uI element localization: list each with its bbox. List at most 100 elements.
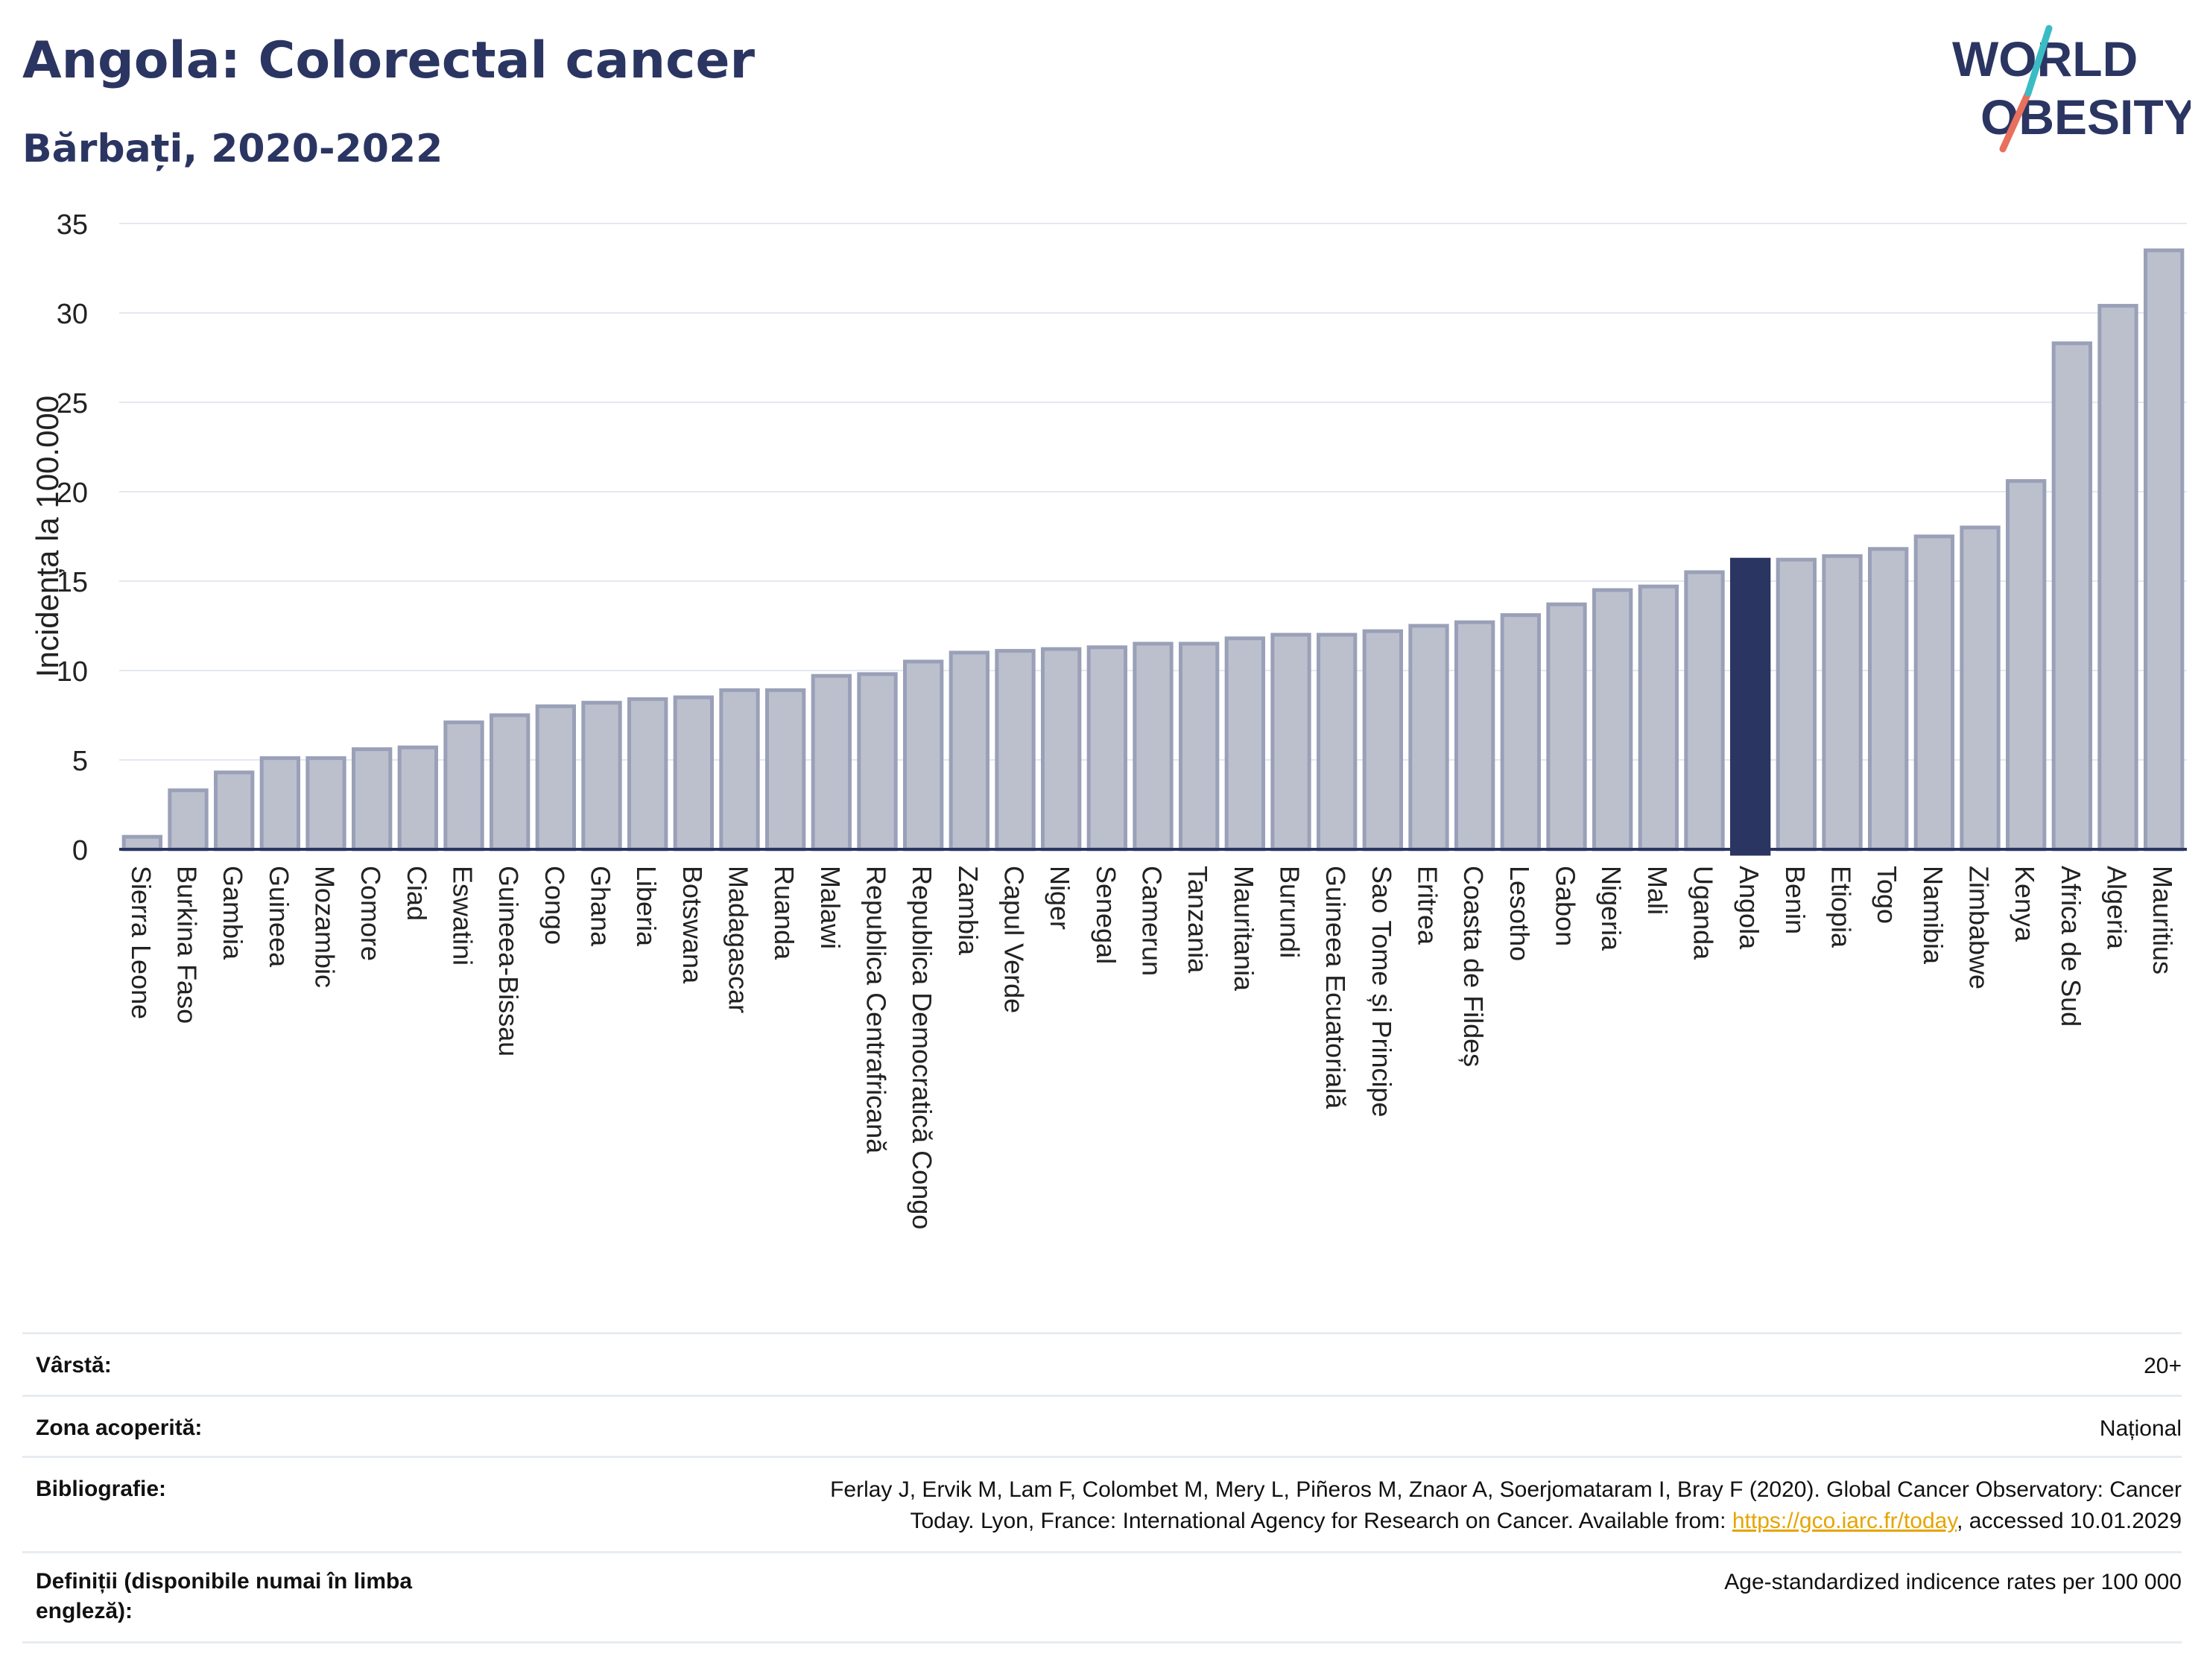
- x-tick-label: Mali: [1642, 866, 1673, 915]
- bar: [1454, 620, 1495, 852]
- bar: [1638, 584, 1679, 852]
- y-tick-label: 30: [57, 299, 88, 330]
- y-tick-label: 0: [72, 835, 88, 866]
- x-tick-label: Ruanda: [769, 866, 799, 960]
- bar: [627, 697, 668, 852]
- x-tick-label: Coasta de Fildeș: [1458, 866, 1489, 1067]
- age-value: 20+: [2144, 1354, 2182, 1378]
- bar: [949, 650, 989, 852]
- bar: [1546, 602, 1587, 852]
- x-tick-label: Burundi: [1275, 866, 1305, 958]
- world-obesity-logo: WORLD OBESITY: [1952, 25, 2191, 153]
- area-label: Zona acoperită:: [36, 1416, 203, 1440]
- bar: [719, 688, 760, 852]
- x-tick-label: Ciad: [402, 866, 432, 921]
- x-tick-label: Camerun: [1137, 866, 1168, 976]
- bar: [259, 756, 300, 852]
- bar: [857, 672, 898, 852]
- x-tick-label: Niger: [1045, 866, 1075, 930]
- y-axis-label: Incidența la 100.000: [30, 396, 65, 677]
- bibliography-value: Ferlay J, Ervik M, Lam F, Colombet M, Me…: [557, 1474, 2182, 1551]
- bar: [1868, 547, 1909, 852]
- x-tick-label: Gambia: [218, 866, 248, 960]
- bar: [1270, 633, 1311, 852]
- bar: [2051, 341, 2093, 852]
- y-tick-label: 20: [57, 478, 88, 509]
- x-tick-label: Uganda: [1688, 866, 1719, 960]
- x-tick-label: Botswana: [677, 866, 708, 984]
- x-tick-label: Angola: [1734, 866, 1764, 950]
- bar: [673, 695, 715, 852]
- bibliography-label: Bibliografie:: [36, 1477, 167, 1501]
- x-tick-label: Zambia: [953, 866, 984, 956]
- x-tick-label: Nigeria: [1596, 866, 1627, 951]
- bibliography-text-1: Ferlay J, Ervik M, Lam F, Colombet M, Me…: [830, 1477, 2182, 1502]
- x-tick-label: Capul Verde: [999, 866, 1030, 1013]
- bar: [1224, 636, 1265, 852]
- bar: [1960, 525, 2001, 852]
- definitions-value: Age-standardized indicence rates per 100…: [1724, 1570, 2182, 1594]
- definitions-label: Definiții (disponibile numai în limba en…: [36, 1569, 413, 1623]
- x-tick-label: Mauritania: [1229, 866, 1259, 992]
- y-tick-label: 10: [57, 656, 88, 688]
- y-tick-label: 5: [72, 746, 88, 777]
- bar-chart: 0 5 10 15 20 25 30 35 Incidența la 100.000 Sierra…: [30, 209, 2187, 1229]
- bar: [168, 788, 209, 852]
- x-tick-label: Congo: [539, 866, 570, 945]
- x-tick-label: Togo: [1872, 866, 1902, 924]
- x-tick-label: Etiopia: [1826, 866, 1857, 948]
- bar: [1730, 557, 1771, 856]
- bar: [1086, 645, 1127, 852]
- info-table: Vârstă: 20+ Zona acoperită: Național Bib…: [22, 1332, 2182, 1643]
- logo-slash-teal: [2024, 25, 2053, 97]
- bar: [352, 747, 393, 852]
- bar: [535, 704, 577, 852]
- y-tick-label: 15: [57, 567, 88, 598]
- age-label: Vârstă:: [36, 1353, 112, 1378]
- bar: [1133, 641, 1174, 852]
- area-value: Național: [2099, 1416, 2182, 1441]
- bar: [1913, 534, 1955, 852]
- bar: [121, 834, 163, 852]
- x-tick-label: Benin: [1780, 866, 1811, 934]
- x-tick-label: Mozambic: [310, 866, 341, 988]
- x-tick-label: Algeria: [2102, 866, 2132, 950]
- bar: [1317, 633, 1358, 852]
- page-subtitle: Bărbați, 2020-2022: [22, 127, 443, 171]
- bar: [1362, 629, 1403, 852]
- x-tick-label: Guineea Ecuatorială: [1320, 866, 1351, 1109]
- info-row-age: Vârstă: 20+: [22, 1332, 2182, 1395]
- bibliography-link[interactable]: https://gco.iarc.fr/today: [1732, 1509, 1957, 1533]
- bar: [1179, 641, 1220, 852]
- bar: [214, 770, 255, 852]
- x-tick-label: Guineea-Bissau: [493, 866, 524, 1056]
- bar: [2097, 303, 2138, 852]
- bar: [2006, 479, 2047, 852]
- info-row-definitions: Definiții (disponibile numai în limba en…: [22, 1551, 2182, 1643]
- x-tick-label: Mauritius: [2147, 866, 2178, 974]
- bar: [903, 659, 944, 852]
- bar: [581, 700, 622, 852]
- bar: [2144, 248, 2185, 852]
- x-tick-label: Lesotho: [1504, 866, 1535, 961]
- bar: [490, 713, 531, 852]
- bar: [1776, 557, 1817, 852]
- y-tick-label: 25: [57, 388, 88, 419]
- x-tick-label: Africa de Sud: [2056, 866, 2086, 1027]
- x-tick-label: Eswatini: [448, 866, 478, 966]
- x-tick-label: Sierra Leone: [126, 866, 156, 1019]
- y-tick-label: 35: [57, 209, 88, 241]
- bar: [995, 649, 1036, 852]
- bar: [1041, 647, 1082, 852]
- bibliography-text-3: , accessed 10.01.2029: [1957, 1509, 2182, 1533]
- bar: [1684, 570, 1725, 852]
- bar: [1822, 554, 1863, 852]
- bar: [1592, 588, 1633, 852]
- x-tick-label: Sao Tome și Principe: [1367, 866, 1397, 1118]
- bar: [443, 720, 484, 852]
- bar: [397, 745, 439, 852]
- x-tick-label: Kenya: [2010, 866, 2040, 942]
- x-tick-label: Eritrea: [1413, 866, 1443, 945]
- x-tick-label: Ghana: [586, 866, 616, 947]
- info-row-area: Zona acoperită: Național: [22, 1395, 2182, 1456]
